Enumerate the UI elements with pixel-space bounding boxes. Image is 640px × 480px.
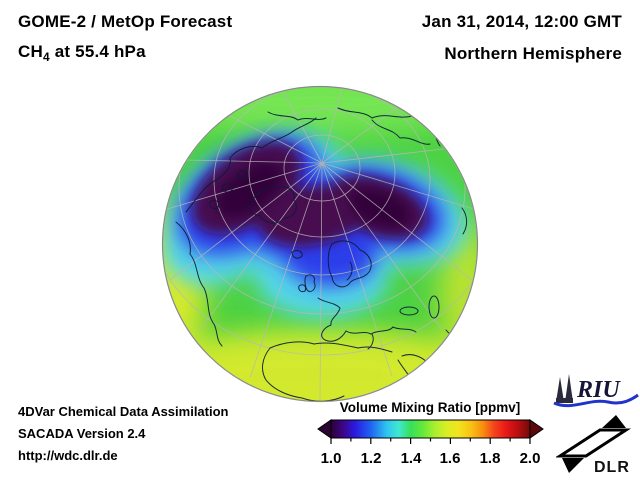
colorbar-right-arrow [529, 419, 544, 439]
species-label: CH [18, 42, 43, 61]
pressure-level-label: at 55.4 hPa [49, 42, 146, 61]
dlr-logo-text: DLR [594, 459, 630, 476]
colorbar-left-arrow [317, 419, 332, 439]
attribution-url: http://wdc.dlr.de [18, 448, 118, 463]
riu-logo: RIU [553, 374, 639, 408]
attribution-line1: 4DVar Chemical Data Assimilation [18, 404, 229, 419]
graticule [163, 87, 477, 401]
colorbar-gradient [330, 419, 531, 439]
colorbar-title: Volume Mixing Ratio [ppmv] [339, 400, 521, 415]
datetime-label: Jan 31, 2014, 12:00 GMT [421, 12, 622, 31]
colorbar [317, 419, 544, 444]
attribution-line2: SACADA Version 2.4 [18, 426, 146, 441]
plot-title-line2: CH4 at 55.4 hPa [18, 42, 146, 64]
riu-wave [553, 393, 639, 408]
colorbar-tick-label: 1.4 [400, 450, 422, 467]
dlr-logo: DLR [556, 415, 632, 476]
species-subscript: 4 [42, 50, 50, 64]
riu-logo-text: RIU [576, 377, 621, 403]
colorbar-tick-label: 1.2 [360, 450, 382, 467]
plot-title-line1: GOME-2 / MetOp Forecast [18, 12, 233, 31]
globe-rim [161, 85, 479, 403]
colorbar-tick-label: 1.8 [479, 450, 501, 467]
hemisphere-label: Northern Hemisphere [444, 44, 622, 63]
colorbar-tick-label: 1.0 [320, 450, 342, 467]
colorbar-tick-label: 2.0 [519, 450, 541, 467]
colorbar-ticks [330, 438, 531, 444]
riu-cathedral-icon [556, 374, 573, 403]
colorbar-tick-label: 1.6 [439, 450, 461, 467]
dlr-emblem-icon [556, 415, 632, 473]
